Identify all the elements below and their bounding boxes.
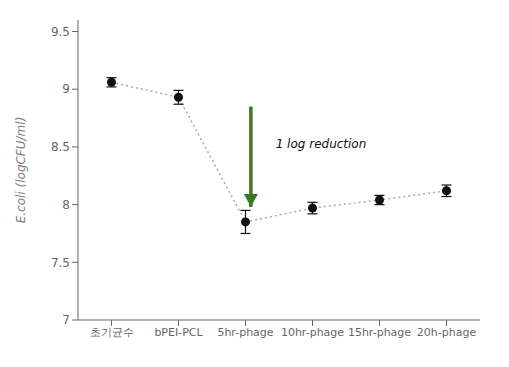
- svg-text:15hr-phage: 15hr-phage: [348, 326, 411, 339]
- svg-text:초기균수: 초기균수: [90, 326, 134, 339]
- svg-text:E.coli (logCFU/ml): E.coli (logCFU/ml): [14, 117, 28, 224]
- svg-text:9.5: 9.5: [51, 25, 70, 39]
- svg-text:8.5: 8.5: [51, 140, 70, 154]
- svg-text:7.5: 7.5: [51, 256, 70, 270]
- svg-text:1 log reduction: 1 log reduction: [276, 137, 367, 151]
- svg-text:5hr-phage: 5hr-phage: [217, 326, 273, 339]
- svg-text:7: 7: [62, 313, 70, 327]
- svg-text:9: 9: [62, 82, 70, 96]
- svg-text:bPEI-PCL: bPEI-PCL: [154, 326, 203, 339]
- svg-text:8: 8: [62, 198, 70, 212]
- svg-text:10hr-phage: 10hr-phage: [281, 326, 344, 339]
- svg-text:20h-phage: 20h-phage: [417, 326, 477, 339]
